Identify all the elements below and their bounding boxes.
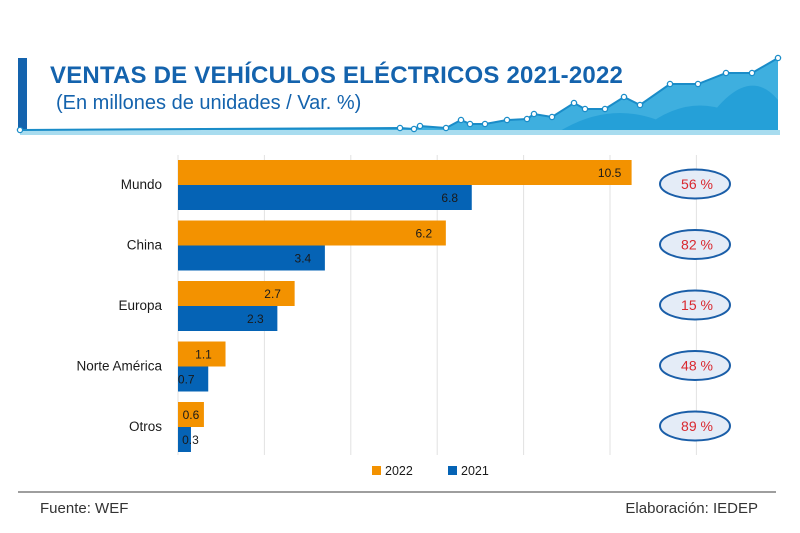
bar-value-label: 3.4 xyxy=(295,252,312,266)
decorative-trend-banner xyxy=(16,54,782,135)
variation-label: 56 % xyxy=(681,176,713,192)
bar-value-label: 0.3 xyxy=(182,433,199,447)
variation-label: 48 % xyxy=(681,358,713,374)
bar-2021-europa xyxy=(178,306,278,331)
decorative-point xyxy=(548,113,556,121)
bar-2021-china xyxy=(178,245,325,271)
bar-2022-china xyxy=(178,220,446,246)
bar-value-label: 1.1 xyxy=(195,348,212,362)
bar-value-label: 6.2 xyxy=(415,227,432,241)
category-label: Europa xyxy=(118,298,162,313)
decorative-point xyxy=(748,69,756,77)
legend-label-2022: 2022 xyxy=(385,464,413,478)
legend-swatch-2022 xyxy=(372,466,381,475)
variation-badge xyxy=(659,168,731,200)
variation-label: 15 % xyxy=(681,297,713,313)
bar-2022-otros xyxy=(178,402,204,427)
bar-value-label: 10.5 xyxy=(598,166,622,180)
chart-subtitle: (En millones de unidades / Var. %) xyxy=(56,92,362,114)
variation-label: 89 % xyxy=(681,418,713,434)
category-label: Norte América xyxy=(76,359,162,374)
decorative-point xyxy=(636,101,644,109)
decorative-point xyxy=(466,120,474,128)
decorative-point xyxy=(601,105,609,113)
bar-value-label: 0.7 xyxy=(178,373,195,387)
variation-badge xyxy=(659,350,731,381)
credit-note: Elaboración: IEDEP xyxy=(625,500,758,517)
banner-base-strip xyxy=(20,130,780,135)
title-accent-bar xyxy=(18,58,27,130)
decorative-point xyxy=(416,122,424,130)
bar-2022-norte-américa xyxy=(178,341,226,367)
decorative-point xyxy=(481,120,489,128)
bar-value-label: 2.7 xyxy=(264,287,281,301)
decorative-point xyxy=(581,105,589,113)
decorative-trend-line xyxy=(19,57,779,131)
footer-divider xyxy=(18,491,776,493)
category-label: Mundo xyxy=(121,177,162,192)
bar-2022-mundo xyxy=(178,160,632,185)
bar-2021-otros xyxy=(178,427,191,452)
decorative-point xyxy=(503,116,511,124)
variation-badge xyxy=(659,289,731,321)
category-label: China xyxy=(127,238,163,253)
bar-2021-norte-américa xyxy=(178,366,209,392)
decorative-point xyxy=(16,126,24,134)
decorative-point xyxy=(396,124,404,132)
decorative-point xyxy=(410,125,418,133)
variation-badge xyxy=(659,229,731,260)
legend-swatch-2021 xyxy=(448,466,457,475)
chart-title: VENTAS DE VEHÍCULOS ELÉCTRICOS 2021-2022 xyxy=(50,62,624,89)
variation-label: 82 % xyxy=(681,237,713,253)
decorative-point xyxy=(523,115,531,123)
legend-label-2021: 2021 xyxy=(461,464,489,478)
decorative-point xyxy=(666,80,674,88)
category-label: Otros xyxy=(129,419,162,434)
bar-value-label: 0.6 xyxy=(183,408,200,422)
bar-2022-europa xyxy=(178,281,295,306)
bar-value-label: 6.8 xyxy=(441,191,458,205)
decorative-point xyxy=(570,99,578,107)
decorative-point xyxy=(442,124,450,132)
variation-badge xyxy=(659,410,731,442)
bar-value-label: 2.3 xyxy=(247,312,264,326)
bar-2021-mundo xyxy=(178,185,472,210)
decorative-point xyxy=(620,93,628,101)
decorative-area-shade xyxy=(560,85,778,131)
decorative-point xyxy=(694,80,702,88)
decorative-point xyxy=(457,116,465,124)
decorative-point xyxy=(530,110,538,118)
decorative-point xyxy=(774,54,782,62)
decorative-area xyxy=(20,58,778,131)
source-note: Fuente: WEF xyxy=(40,500,129,517)
decorative-point xyxy=(722,69,730,77)
